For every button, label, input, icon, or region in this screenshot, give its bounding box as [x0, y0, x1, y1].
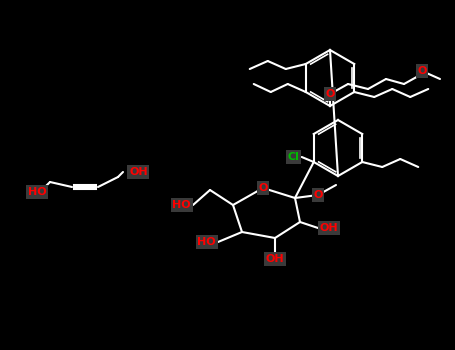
Text: Cl: Cl [288, 152, 300, 162]
Text: HO: HO [197, 237, 216, 247]
Text: O: O [325, 89, 335, 99]
Text: OH: OH [320, 223, 339, 233]
Text: O: O [313, 190, 323, 200]
Text: O: O [417, 66, 427, 76]
Text: HO: HO [172, 200, 191, 210]
Text: OH: OH [266, 254, 284, 264]
Text: OH: OH [129, 167, 147, 177]
Text: HO: HO [28, 187, 46, 197]
Text: O: O [258, 183, 268, 193]
